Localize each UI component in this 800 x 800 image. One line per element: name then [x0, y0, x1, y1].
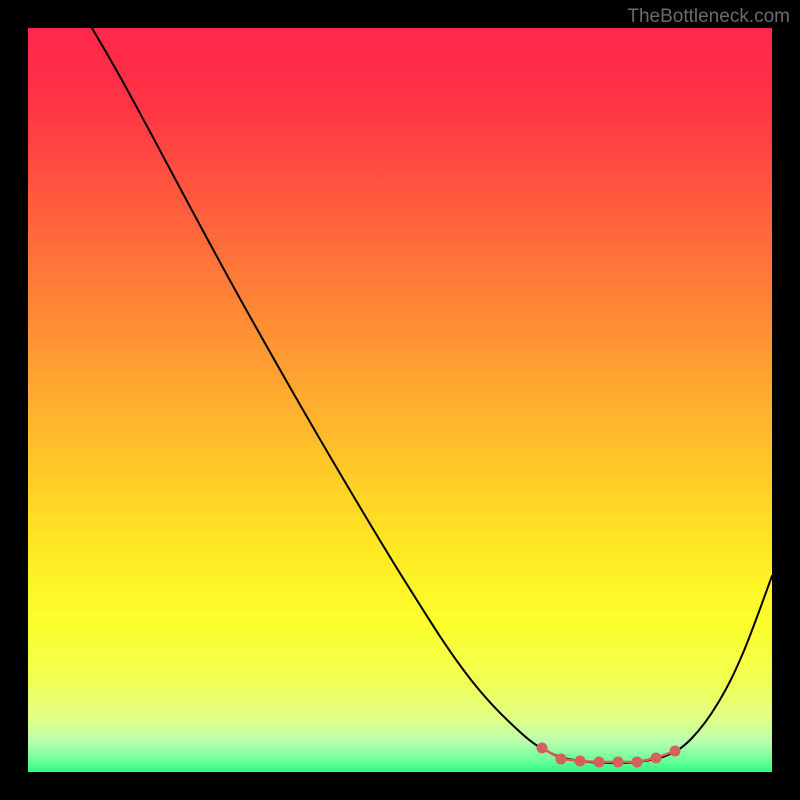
marker-dot: [651, 753, 662, 764]
marker-dot: [613, 757, 624, 768]
chart-svg: [28, 28, 772, 772]
attribution-text: TheBottleneck.com: [627, 6, 790, 28]
marker-dot: [575, 756, 586, 767]
bottleneck-chart: [28, 28, 772, 772]
marker-dot: [594, 757, 605, 768]
marker-dot: [632, 757, 643, 768]
marker-dot: [556, 754, 567, 765]
chart-background: [28, 28, 772, 772]
marker-dot: [537, 743, 548, 754]
marker-dot: [670, 746, 681, 757]
